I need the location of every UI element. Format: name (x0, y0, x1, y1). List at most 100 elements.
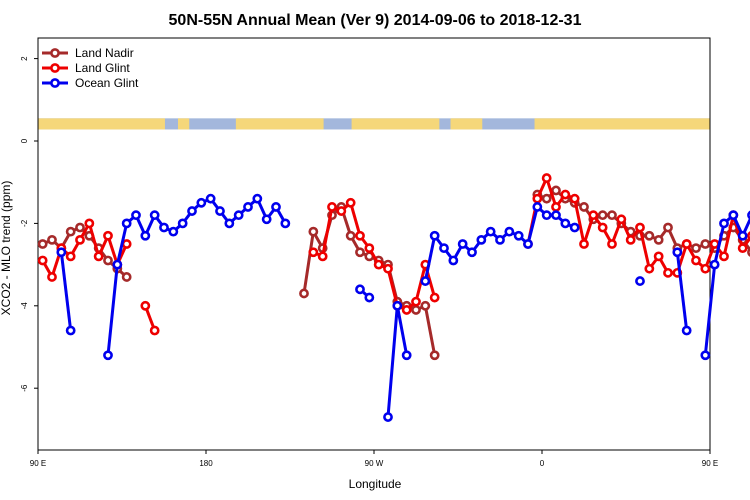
data-point (112, 259, 123, 270)
data-point (93, 251, 104, 262)
x-tick-label: 0 (540, 459, 545, 468)
x-tick-label: 90 E (30, 459, 46, 468)
y-tick-label: 2 (20, 56, 29, 61)
data-point (401, 350, 412, 361)
data-point (560, 218, 571, 229)
data-point (691, 255, 701, 266)
data-point (476, 234, 487, 245)
x-axis-label: Longitude (349, 477, 402, 491)
data-point (401, 305, 412, 315)
data-point (196, 197, 207, 208)
data-point (308, 226, 319, 237)
series-line (386, 304, 409, 418)
land-strip (534, 118, 710, 130)
data-point (532, 202, 543, 212)
data-point (252, 193, 263, 204)
data-point (700, 239, 711, 249)
data-point (383, 263, 393, 274)
land-strip (178, 118, 190, 130)
data-point (345, 230, 356, 241)
data-point (103, 350, 113, 361)
data-point (168, 226, 179, 237)
data-point (625, 234, 636, 245)
data-point (485, 226, 496, 237)
data-point (709, 239, 720, 249)
data-point (457, 239, 468, 249)
data-point (635, 222, 645, 233)
data-point (719, 251, 729, 262)
land-ocean-band (38, 118, 710, 130)
data-point (205, 193, 216, 204)
y-axis-label: XCO2 - MLO trend (ppm) (0, 181, 13, 316)
data-point (280, 218, 291, 229)
legend-item: Land Glint (42, 61, 130, 75)
data-point (47, 234, 57, 245)
data-point (663, 222, 673, 233)
data-point (681, 325, 692, 336)
series-line (302, 205, 437, 356)
data-point (579, 202, 589, 212)
data-point (56, 247, 67, 258)
data-point (429, 292, 440, 303)
data-point (215, 206, 225, 216)
data-point (532, 193, 543, 204)
data-point (439, 243, 449, 254)
series-line (41, 221, 129, 279)
legend-item: Land Nadir (42, 46, 134, 60)
y-tick-label: -2 (20, 219, 29, 227)
y-tick-label: 0 (20, 138, 29, 143)
data-point (327, 202, 337, 212)
data-point (364, 292, 375, 303)
data-point (75, 234, 85, 245)
data-point (560, 189, 571, 200)
land-strip (235, 118, 324, 130)
series-line (675, 252, 689, 331)
data-point (513, 230, 524, 241)
data-point (140, 300, 151, 311)
land-strip (450, 118, 483, 130)
data-point (177, 218, 188, 229)
data-point (523, 239, 533, 249)
y-tick-label: -4 (20, 302, 29, 310)
data-point (336, 206, 347, 216)
data-point (65, 226, 76, 237)
data-point (653, 234, 664, 245)
data-point (495, 234, 505, 245)
data-point (653, 251, 664, 262)
data-point (551, 210, 561, 221)
legend-label: Land Nadir (75, 46, 134, 60)
data-point (233, 210, 244, 221)
data-point (411, 305, 421, 315)
data-point (728, 210, 739, 221)
data-point (737, 230, 748, 241)
data-point (504, 226, 515, 237)
data-point (737, 243, 748, 254)
data-point (411, 296, 421, 307)
data-point (663, 267, 673, 278)
data-point (121, 239, 132, 249)
data-point (569, 193, 580, 204)
data-point (299, 288, 309, 299)
data-point (243, 202, 253, 212)
data-point (644, 230, 655, 241)
data-point (308, 247, 319, 258)
data-point (355, 247, 365, 258)
data-point (681, 239, 692, 249)
data-point (719, 218, 729, 229)
data-point (616, 214, 627, 225)
data-point (364, 243, 375, 254)
data-point (541, 173, 552, 183)
data-point (579, 239, 589, 249)
data-point (121, 272, 132, 282)
data-point (37, 255, 48, 266)
data-point (75, 222, 85, 233)
data-point (103, 255, 113, 266)
data-point (345, 197, 356, 208)
data-point (569, 222, 580, 233)
data-point (709, 259, 720, 270)
series-land-glint (37, 173, 750, 336)
data-point (700, 263, 711, 274)
data-point (149, 210, 160, 221)
